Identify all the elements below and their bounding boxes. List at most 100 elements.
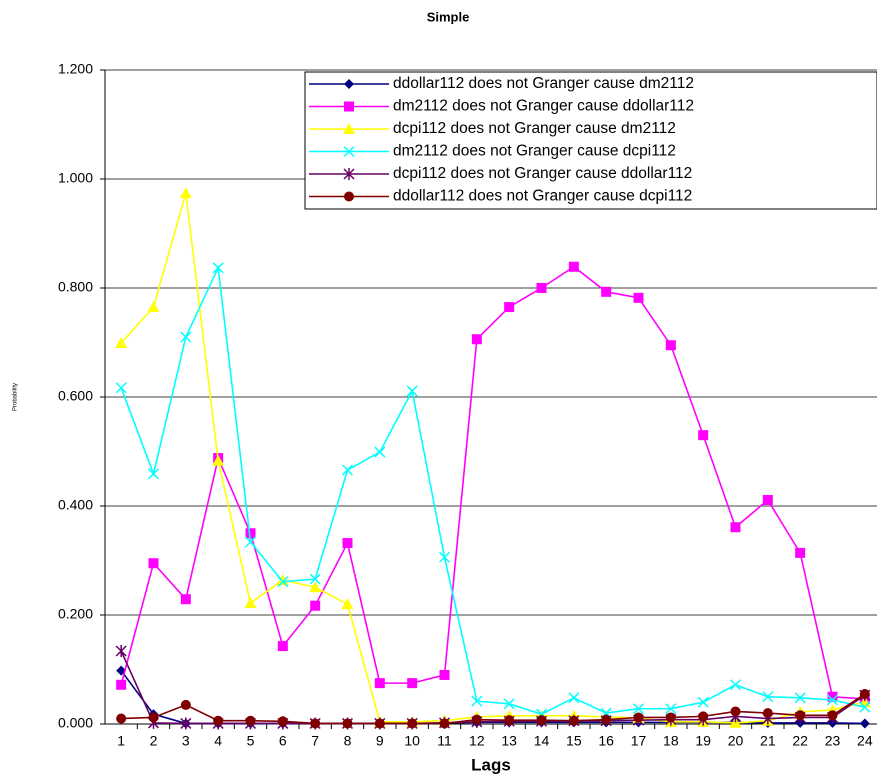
data-point (729, 716, 742, 728)
data-point (116, 679, 127, 690)
data-point (212, 454, 225, 466)
x-tick-label: 13 (501, 733, 517, 749)
x-tick-label: 11 (437, 733, 452, 749)
data-point (795, 547, 806, 558)
data-point (665, 340, 676, 351)
data-point (633, 712, 644, 723)
data-point (407, 678, 418, 689)
x-tick-label: 6 (279, 733, 287, 749)
data-point (536, 715, 547, 726)
x-tick-label: 18 (663, 733, 679, 749)
x-tick-label: 17 (631, 733, 647, 749)
data-point (568, 692, 580, 704)
data-point (374, 678, 385, 689)
data-point (633, 292, 644, 303)
data-point (762, 708, 773, 719)
data-point (698, 430, 709, 441)
legend-marker (343, 145, 355, 158)
data-point (244, 536, 257, 548)
data-point (406, 385, 418, 397)
x-tick-label: 23 (825, 733, 841, 749)
data-point (827, 710, 838, 721)
data-point (115, 644, 127, 657)
data-point (374, 446, 386, 458)
data-point (147, 301, 160, 313)
data-point (342, 718, 353, 729)
x-tick-label: 15 (566, 733, 582, 749)
data-point (762, 691, 774, 703)
data-point (116, 713, 127, 724)
legend-label: ddollar112 does not Granger cause dm2112 (393, 75, 694, 92)
x-tick-label: 2 (150, 733, 158, 749)
data-point (698, 711, 709, 722)
data-point (341, 464, 354, 476)
y-tick-label: 0.200 (58, 606, 93, 622)
data-point (632, 703, 645, 715)
x-tick-label: 9 (376, 733, 384, 749)
data-point (310, 718, 321, 729)
x-tick-label: 4 (214, 733, 222, 749)
data-point (180, 594, 191, 605)
data-point (568, 715, 579, 726)
data-point (826, 694, 839, 706)
data-point (244, 597, 257, 609)
data-point (213, 715, 224, 726)
data-point (342, 538, 353, 549)
data-point (729, 679, 742, 691)
y-tick-label: 1.200 (58, 61, 93, 77)
y-tick-label: 0.600 (58, 388, 93, 404)
data-point (730, 522, 741, 533)
legend-marker (343, 168, 355, 180)
data-point (115, 337, 128, 349)
y-tick-label: 0.800 (58, 279, 93, 295)
x-tick-label: 24 (857, 733, 873, 749)
series-line (120, 192, 866, 724)
data-point (859, 689, 870, 700)
data-point (762, 495, 773, 506)
y-tick-label: 0.400 (58, 497, 93, 513)
data-point (245, 715, 256, 726)
data-point (147, 468, 160, 480)
data-point (276, 574, 289, 586)
series-line (120, 650, 866, 725)
data-point (859, 718, 870, 729)
data-point (795, 710, 806, 721)
data-point (277, 716, 288, 727)
data-point (827, 691, 838, 702)
x-tick-label: 5 (247, 733, 255, 749)
data-point (309, 581, 322, 593)
x-tick-label: 3 (182, 733, 190, 749)
data-point (245, 528, 256, 539)
legend-marker (344, 101, 354, 112)
data-point (277, 576, 289, 588)
data-point (212, 262, 224, 274)
legend-marker (344, 191, 354, 202)
data-point (504, 715, 515, 726)
data-point (536, 283, 547, 293)
x-tick-label: 21 (760, 733, 776, 749)
data-point (471, 695, 483, 707)
data-point (115, 382, 127, 394)
x-tick-label: 20 (728, 733, 744, 749)
legend-label: dcpi112 does not Granger cause dm2112 (393, 120, 676, 137)
data-point (439, 718, 450, 729)
data-point (503, 698, 515, 710)
x-tick-label: 1 (117, 733, 125, 749)
series-line (120, 264, 866, 716)
data-point (601, 714, 612, 725)
legend-marker (343, 123, 355, 134)
legend-label: dcpi112 does not Granger cause ddollar11… (393, 165, 692, 182)
data-point (179, 187, 192, 199)
data-point (310, 600, 321, 611)
data-point (148, 558, 159, 569)
legend-label: dm2112 does not Granger cause ddollar112 (393, 98, 694, 115)
x-tick-label: 10 (404, 733, 420, 749)
data-point (341, 598, 354, 610)
y-axis-label: Probability (13, 383, 19, 411)
y-tick-label: 0.000 (58, 715, 93, 731)
x-tick-label: 14 (534, 733, 550, 749)
data-point (730, 706, 741, 717)
x-tick-label: 22 (792, 733, 808, 749)
data-point (471, 714, 482, 725)
